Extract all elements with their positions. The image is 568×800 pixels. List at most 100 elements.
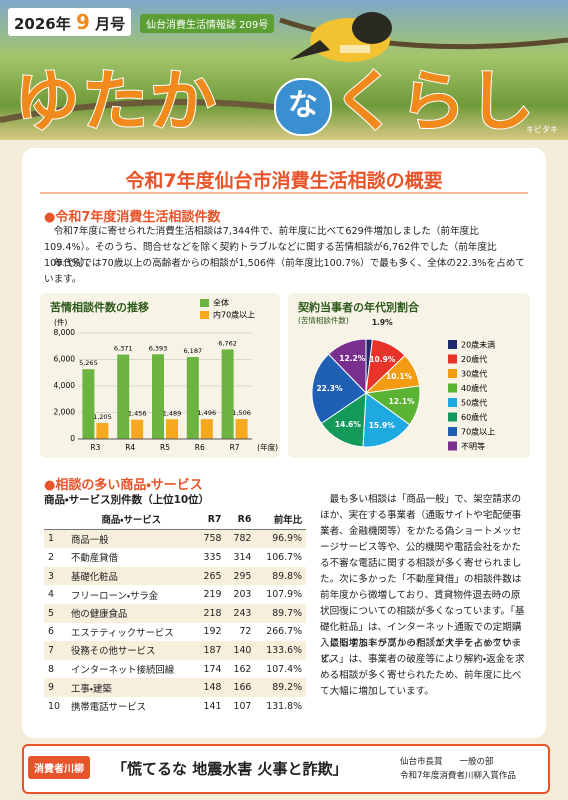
legend-swatch [448, 412, 457, 422]
bar [235, 419, 248, 439]
table-cell: 314 [233, 551, 252, 563]
legend-label: 50歳代 [461, 398, 487, 408]
x-label: (年度) [257, 442, 278, 452]
bar [131, 419, 144, 439]
slice-label: 1.9% [372, 318, 393, 327]
value-label: 6,371 [114, 345, 133, 353]
table-cell: 166 [225, 678, 256, 697]
table-row: 4 フリーローン・サラ金 219 203 107.9% [44, 585, 306, 604]
table-cell: 295 [225, 566, 256, 586]
bar [200, 419, 213, 439]
table-cell: 2 [48, 551, 54, 563]
chart-title: 苦情相談件数の推移 [50, 300, 149, 314]
table-row: 1 商品一般 758 782 96.9% [44, 529, 306, 549]
table-cell: 89.8% [255, 566, 306, 586]
paragraph: 令和7年度に寄せられた消費生活相談は7,344件で、前年度に比べて629件増加し… [44, 226, 497, 269]
slice-label: 10.9% [369, 355, 396, 364]
legend-swatch [448, 441, 457, 451]
legend-label: 不明等 [461, 441, 485, 451]
table-cell: 10 [48, 700, 60, 712]
y-tick-label: 8,000 [54, 328, 76, 337]
table-cell: エステティックサービス [71, 627, 174, 639]
value-label: 6,762 [218, 339, 237, 347]
legend-label: 20歳未満 [461, 340, 495, 350]
table-cell: 335 [203, 551, 222, 563]
table-cell: 商品一般 [67, 529, 196, 549]
table-cell: 役務その他サービス [67, 641, 196, 660]
value-label: 1,456 [128, 410, 147, 418]
table-row: 8 インターネット接続回線 174 162 107.4% [44, 660, 306, 679]
table-cell: 106.7% [266, 551, 302, 563]
table-cell: 8 [48, 663, 54, 675]
legend-label: 全体 [213, 298, 229, 308]
pie-slice [311, 353, 367, 425]
table-row: 2 不動産貸借 335 314 106.7% [44, 548, 306, 567]
table-cell: 148 [195, 678, 226, 697]
footer-label: 消費者川柳 [28, 756, 90, 779]
table-cell: 7 [44, 641, 68, 660]
table-cell: 758 [195, 529, 226, 549]
x-tick-label: R3 [90, 443, 100, 452]
x-tick-label: R5 [160, 443, 170, 452]
column-header: 前年比 [255, 510, 306, 530]
slice-label: 22.3% [316, 384, 343, 393]
legend-label: 60歳代 [461, 412, 487, 422]
table-cell: 不動産貸借 [71, 553, 118, 565]
table-cell: 9 [44, 678, 68, 697]
ranking-table: 商品・サービス R7 R6 前年比 1 商品一般 758 782 96.9% 2 不動産貸借 335 3… [44, 510, 306, 716]
legend-label: 30歳代 [461, 369, 487, 379]
table-cell: 96.9% [255, 529, 306, 549]
y-tick-label: 4,000 [54, 381, 76, 390]
y-tick-label: 0 [70, 434, 75, 443]
slice-label: 15.9% [369, 421, 396, 430]
table-cell: 243 [225, 603, 256, 623]
bar [96, 423, 109, 439]
table-cell: 203 [233, 589, 252, 601]
table-cell: 107 [233, 700, 252, 712]
issue-date: 2026年 9 月号 [8, 8, 132, 36]
table-cell: 107.4% [266, 663, 302, 675]
table-cell: 192 [203, 626, 222, 638]
value-label: 6,187 [183, 347, 202, 355]
table-cell: 133.6% [255, 641, 306, 660]
table-cell: 6 [48, 626, 54, 638]
table-cell: 72 [239, 626, 252, 638]
value-label: 6,393 [149, 344, 168, 352]
y-tick-label: 2,000 [54, 408, 76, 417]
month: 9 [75, 10, 90, 34]
award: 仙台市長賞 一般の部 [400, 757, 494, 767]
table-row: 3 基礎化粧品 265 295 89.8% [44, 566, 306, 586]
table-cell: 174 [203, 663, 222, 675]
award-note: 令和7年度消費者川柳入賞作品 [400, 771, 516, 781]
year: 2026年 [14, 15, 71, 33]
value-label: 1,489 [163, 409, 182, 417]
slice-label: 10.1% [386, 372, 413, 381]
legend-swatch [448, 354, 457, 364]
legend-swatch [448, 427, 457, 436]
senryu: 「慌てるな 地震水害 火事と詐欺」 [112, 760, 348, 778]
x-tick-label: R4 [125, 443, 135, 452]
table-cell: 1 [44, 529, 68, 549]
table-cell: 工事・建築 [67, 678, 196, 697]
table-row: 9 工事・建築 148 166 89.2% [44, 678, 306, 697]
bar [186, 357, 199, 439]
table-cell: 89.2% [255, 678, 306, 697]
slice-label: 14.6% [335, 420, 362, 429]
chart-title: 契約当事者の年代別割合 [298, 300, 420, 314]
title-rule [40, 192, 528, 194]
table-title: 商品・サービス別件数（上位10位） [44, 494, 210, 506]
legend-label: 20歳代 [461, 354, 487, 364]
table-cell: 187 [195, 641, 226, 660]
photo-caption: キビタキ [526, 125, 558, 134]
column-header: R7 [195, 510, 226, 530]
table-cell: 107.9% [266, 589, 302, 601]
table-cell: 3 [44, 566, 68, 586]
table-cell: 266.7% [266, 626, 302, 638]
legend-label: 40歳代 [461, 383, 487, 393]
table-cell: 218 [195, 603, 226, 623]
column-header: 商品・サービス [67, 510, 196, 530]
table-cell: 4 [48, 589, 54, 601]
bar [82, 369, 95, 439]
paragraph: 年代別では70歳以上の高齢者からの相談が1,506件（前年度比100.7%）で最… [44, 258, 525, 285]
